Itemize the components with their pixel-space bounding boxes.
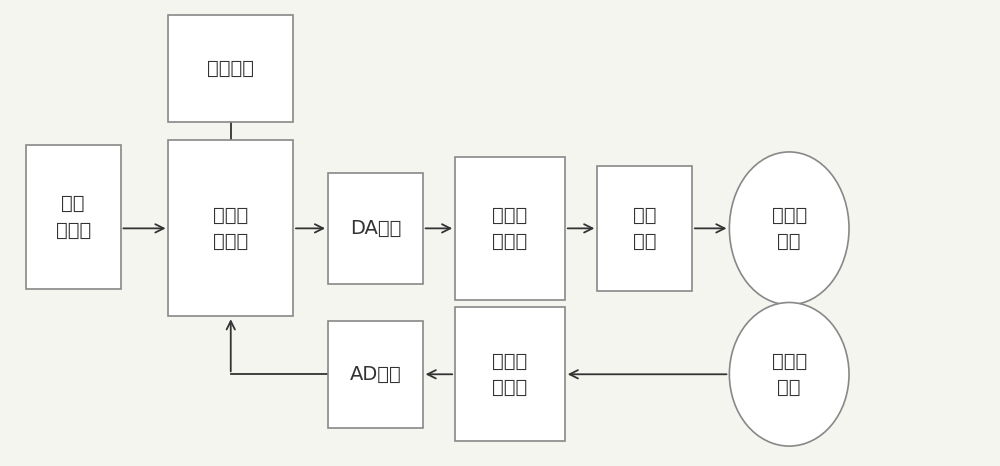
Ellipse shape [729, 302, 849, 446]
Text: 功放
模块: 功放 模块 [633, 206, 656, 251]
FancyBboxPatch shape [168, 15, 293, 122]
FancyBboxPatch shape [455, 157, 565, 300]
Text: AD模块: AD模块 [349, 365, 401, 384]
Text: 数显装置: 数显装置 [207, 59, 254, 78]
Text: 放大滤
波模块: 放大滤 波模块 [492, 351, 528, 397]
Text: 信号处
理模块: 信号处 理模块 [213, 206, 248, 251]
Text: 测距
传感器: 测距 传感器 [56, 194, 91, 240]
FancyBboxPatch shape [597, 166, 692, 291]
FancyBboxPatch shape [168, 140, 293, 316]
FancyBboxPatch shape [26, 145, 121, 288]
Ellipse shape [729, 152, 849, 305]
Text: 光耦隔
离模块: 光耦隔 离模块 [492, 206, 528, 251]
Text: 接收换
能器: 接收换 能器 [772, 351, 807, 397]
Text: DA模块: DA模块 [350, 219, 401, 238]
Text: 发射换
能器: 发射换 能器 [772, 206, 807, 251]
FancyBboxPatch shape [328, 321, 423, 427]
FancyBboxPatch shape [328, 173, 423, 284]
FancyBboxPatch shape [455, 307, 565, 441]
